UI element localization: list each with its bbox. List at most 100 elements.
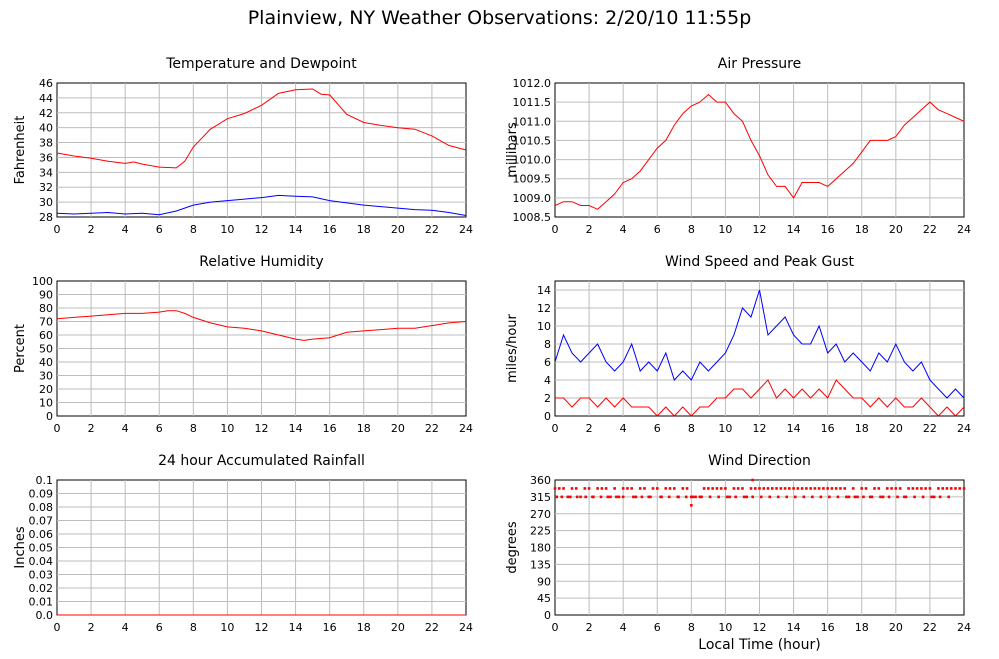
y-tick-label: 0.04 xyxy=(29,555,54,568)
x-tick-label: 0 xyxy=(54,223,61,236)
data-point xyxy=(770,487,774,490)
y-axis-label: Inches xyxy=(13,526,28,568)
x-tick-label: 18 xyxy=(357,621,371,634)
data-point xyxy=(751,478,754,482)
x-tick-label: 6 xyxy=(654,422,661,435)
page-title: Plainview, NY Weather Observations: 2/20… xyxy=(247,7,752,29)
data-point xyxy=(591,495,594,499)
x-tick-label: 0 xyxy=(552,621,559,634)
data-point xyxy=(836,495,840,499)
data-point xyxy=(606,495,610,499)
x-tick-label: 18 xyxy=(855,223,869,236)
x-tick-label: 20 xyxy=(391,422,405,435)
data-point xyxy=(560,495,564,499)
data-point xyxy=(681,487,685,490)
data-point xyxy=(920,487,923,490)
data-point xyxy=(793,495,797,499)
x-tick-label: 16 xyxy=(323,621,337,634)
y-tick-label: 0.0 xyxy=(36,609,54,622)
data-point xyxy=(890,487,893,490)
data-point xyxy=(843,487,847,490)
chart-title: Wind Speed and Peak Gust xyxy=(665,254,854,270)
data-point xyxy=(599,495,603,499)
x-tick-label: 24 xyxy=(957,422,971,435)
data-point xyxy=(569,495,572,499)
chart-panel-6: 0 2 4 6 8 10 12 14 16 18 20 22 240459013518022527031… xyxy=(505,453,971,653)
data-point xyxy=(553,487,557,490)
y-tick-label: 14 xyxy=(537,284,551,297)
data-point xyxy=(860,487,864,490)
x-tick-label: 4 xyxy=(620,223,627,236)
data-point xyxy=(717,495,720,499)
data-point xyxy=(779,487,783,490)
data-point xyxy=(753,487,757,490)
y-tick-label: 30 xyxy=(39,196,53,209)
y-tick-label: 0.05 xyxy=(29,542,54,555)
data-point xyxy=(632,495,635,499)
data-point xyxy=(851,487,855,490)
data-point xyxy=(555,495,559,499)
data-point xyxy=(570,487,574,490)
data-point xyxy=(672,487,676,490)
data-point xyxy=(634,495,638,499)
y-tick-label: 1011.0 xyxy=(513,115,552,128)
data-point xyxy=(800,487,804,490)
data-point xyxy=(834,487,838,490)
chart-title: Temperature and Dewpoint xyxy=(165,56,357,72)
y-tick-label: 40 xyxy=(39,356,53,369)
data-point xyxy=(819,495,823,499)
data-point xyxy=(954,487,957,490)
x-tick-label: 16 xyxy=(323,422,337,435)
data-point xyxy=(579,495,582,499)
x-tick-label: 12 xyxy=(753,621,767,634)
x-tick-label: 2 xyxy=(88,422,95,435)
x-tick-label: 6 xyxy=(156,223,163,236)
data-point xyxy=(768,495,772,499)
data-point xyxy=(668,487,672,490)
x-tick-label: 4 xyxy=(620,422,627,435)
data-point xyxy=(903,495,906,499)
x-tick-label: 6 xyxy=(156,422,163,435)
data-point xyxy=(928,487,932,490)
x-tick-label: 14 xyxy=(787,422,801,435)
data-point xyxy=(864,487,868,490)
data-point xyxy=(759,495,763,499)
data-point xyxy=(626,487,629,490)
y-tick-label: 38 xyxy=(39,137,53,150)
data-point xyxy=(879,495,882,499)
data-point xyxy=(904,495,908,499)
data-point xyxy=(845,495,848,499)
x-tick-label: 4 xyxy=(122,621,129,634)
x-tick-label: 10 xyxy=(718,422,732,435)
y-tick-label: 1009.0 xyxy=(513,192,552,205)
data-point xyxy=(839,487,842,490)
chart-panel-2: 0 2 4 6 8 10 12 14 16 18 20 22 241008.51009.01009.51… xyxy=(505,56,971,236)
y-tick-label: 45 xyxy=(537,592,551,605)
x-tick-label: 2 xyxy=(88,223,95,236)
data-point xyxy=(587,487,591,490)
x-tick-label: 18 xyxy=(357,223,371,236)
data-point xyxy=(690,504,693,507)
y-tick-label: 0.07 xyxy=(29,515,54,528)
y-tick-label: 270 xyxy=(530,508,551,521)
y-tick-label: 80 xyxy=(39,302,53,315)
data-point xyxy=(711,487,714,490)
data-point xyxy=(947,495,950,499)
x-tick-label: 6 xyxy=(156,621,163,634)
x-tick-label: 2 xyxy=(586,422,593,435)
y-axis-label: miles/hour xyxy=(505,313,520,382)
x-tick-label: 22 xyxy=(923,422,937,435)
data-point xyxy=(945,487,949,490)
data-point xyxy=(655,487,659,490)
series-line-2 xyxy=(555,379,965,417)
x-tick-label: 2 xyxy=(586,223,593,236)
chart-title: Wind Direction xyxy=(708,453,811,469)
x-tick-label: 12 xyxy=(753,422,767,435)
y-tick-label: 50 xyxy=(39,343,53,356)
data-point xyxy=(566,495,570,499)
data-point xyxy=(640,495,644,499)
x-tick-label: 22 xyxy=(425,223,439,236)
data-point xyxy=(796,487,800,490)
data-point xyxy=(949,487,953,490)
